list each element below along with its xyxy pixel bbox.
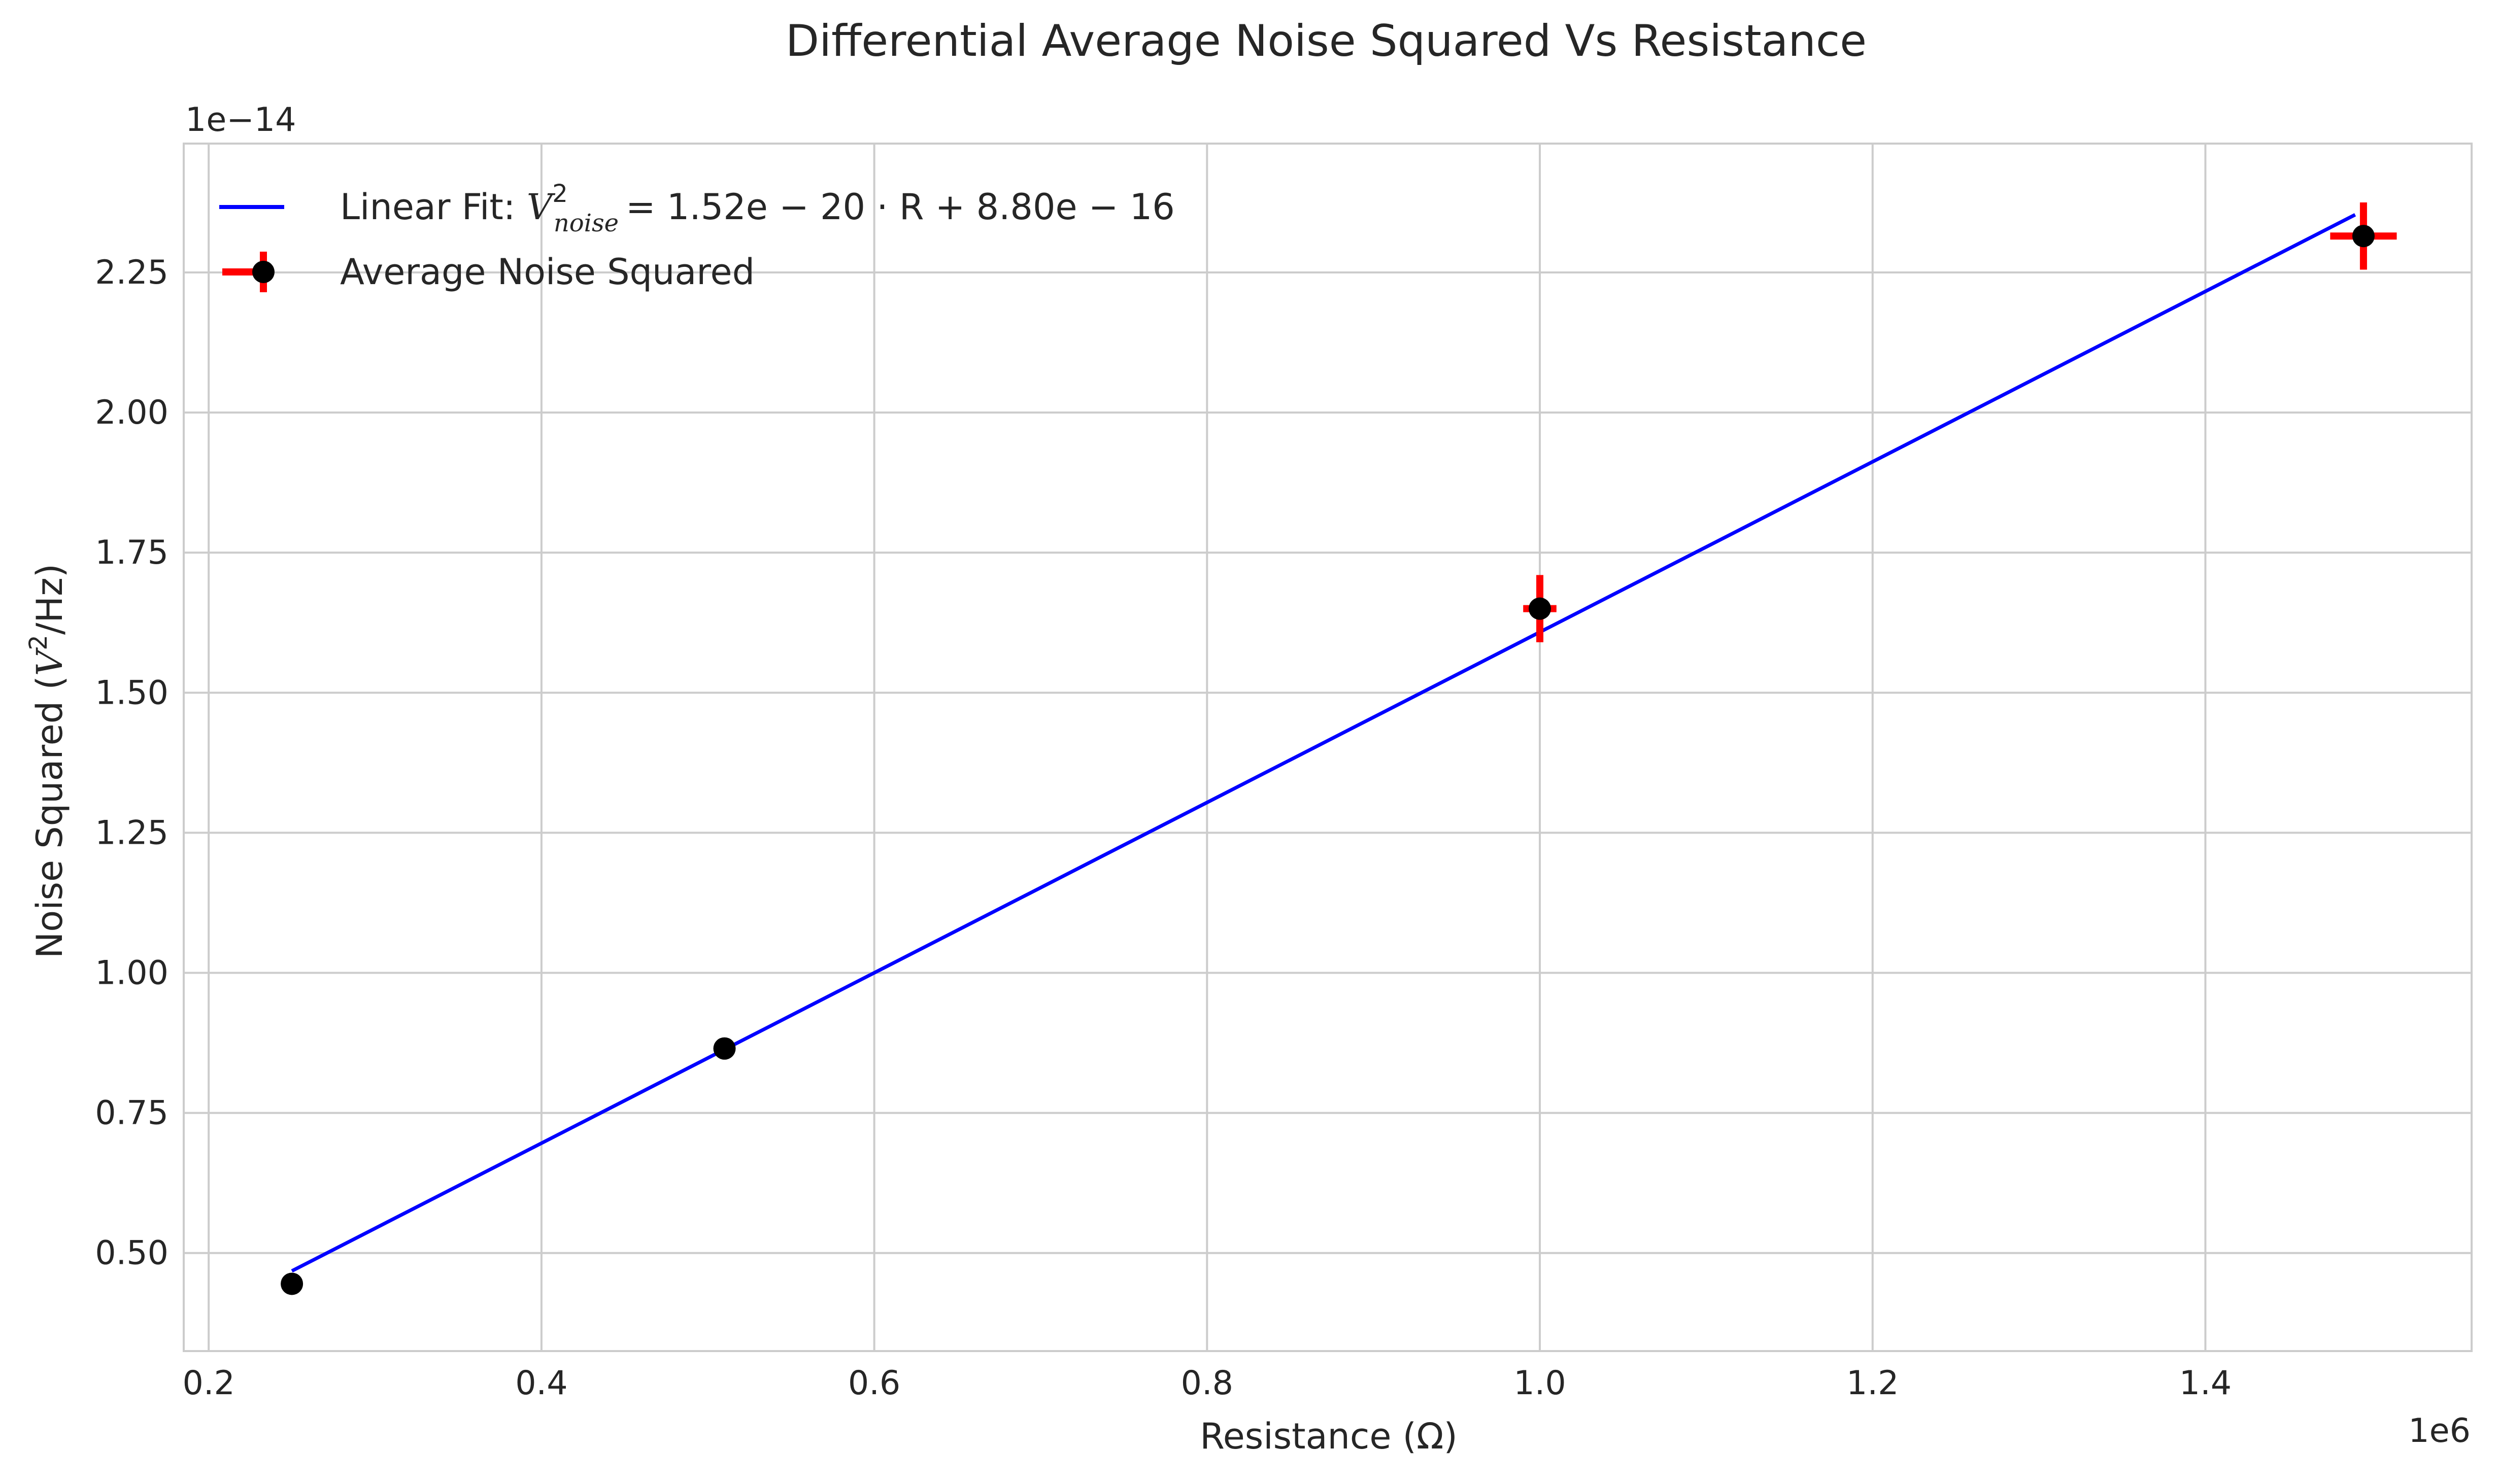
legend-points-label: Average Noise Squared bbox=[340, 251, 755, 293]
legend-fit-var: V bbox=[527, 186, 556, 228]
y-tick-label-0: 0.50 bbox=[95, 1234, 168, 1272]
x-tick-label-2: 0.6 bbox=[848, 1364, 900, 1402]
legend-fit-sup: 2 bbox=[552, 180, 568, 208]
fit-line-group bbox=[291, 213, 2356, 1273]
legend-fit-label-text: Linear Fit: bbox=[340, 186, 527, 228]
x-tick-labels: 0.2 0.4 0.6 0.8 1.0 1.2 1.4 bbox=[182, 1364, 2232, 1402]
data-point-2 bbox=[1529, 597, 1551, 620]
legend-point-swatch bbox=[252, 261, 275, 283]
x-tick-label-3: 0.8 bbox=[1181, 1364, 1233, 1402]
plot-area-frame bbox=[183, 143, 2473, 1352]
data-point-3 bbox=[2352, 225, 2375, 248]
y-tick-label-7: 2.25 bbox=[95, 254, 168, 292]
y-tick-label-3: 1.25 bbox=[95, 814, 168, 852]
x-axis-label: Resistance (Ω) bbox=[1200, 1416, 1458, 1457]
grid-lines bbox=[184, 144, 2472, 1351]
legend-fit-equation: = 1.52e − 20 · R + 8.80e − 16 bbox=[626, 186, 1175, 228]
x-tick-label-5: 1.2 bbox=[1846, 1364, 1899, 1402]
y-axis-label: Noise Squared (V2/Hz) bbox=[24, 564, 71, 958]
fit-line bbox=[291, 213, 2356, 1273]
y-tick-label-4: 1.50 bbox=[95, 674, 168, 712]
x-offset-text: 1e6 bbox=[2408, 1412, 2471, 1450]
chart-title: Differential Average Noise Squared Vs Re… bbox=[786, 16, 1867, 66]
y-offset-text: 1e−14 bbox=[185, 101, 296, 139]
data-point-1 bbox=[713, 1037, 736, 1060]
x-tick-label-0: 0.2 bbox=[182, 1364, 234, 1402]
legend-fit-label: Linear Fit: V2 noise = 1.52e − 20 · R + 8.… bbox=[340, 180, 1175, 237]
x-tick-label-1: 0.4 bbox=[515, 1364, 567, 1402]
x-tick-label-6: 1.4 bbox=[2179, 1364, 2232, 1402]
y-tick-label-2: 1.00 bbox=[95, 954, 168, 992]
x-tick-label-4: 1.0 bbox=[1513, 1364, 1566, 1402]
y-axis-label-prefix: Noise Squared ( bbox=[29, 676, 71, 958]
y-axis-label-sup: 2 bbox=[24, 635, 53, 650]
legend: Linear Fit: V2 noise = 1.52e − 20 · R + 8.… bbox=[219, 180, 1175, 293]
y-tick-label-5: 1.75 bbox=[95, 534, 168, 572]
y-tick-labels: 0.50 0.75 1.00 1.25 1.50 1.75 2.00 2.25 bbox=[95, 254, 168, 1272]
y-axis-label-suffix: /Hz) bbox=[29, 564, 71, 635]
y-tick-label-1: 0.75 bbox=[95, 1094, 168, 1132]
data-point-0 bbox=[281, 1272, 303, 1295]
y-tick-label-6: 2.00 bbox=[95, 394, 168, 432]
data-points-group bbox=[281, 202, 2397, 1295]
legend-fit-sub: noise bbox=[554, 209, 619, 237]
y-axis-label-var: V bbox=[29, 647, 71, 676]
